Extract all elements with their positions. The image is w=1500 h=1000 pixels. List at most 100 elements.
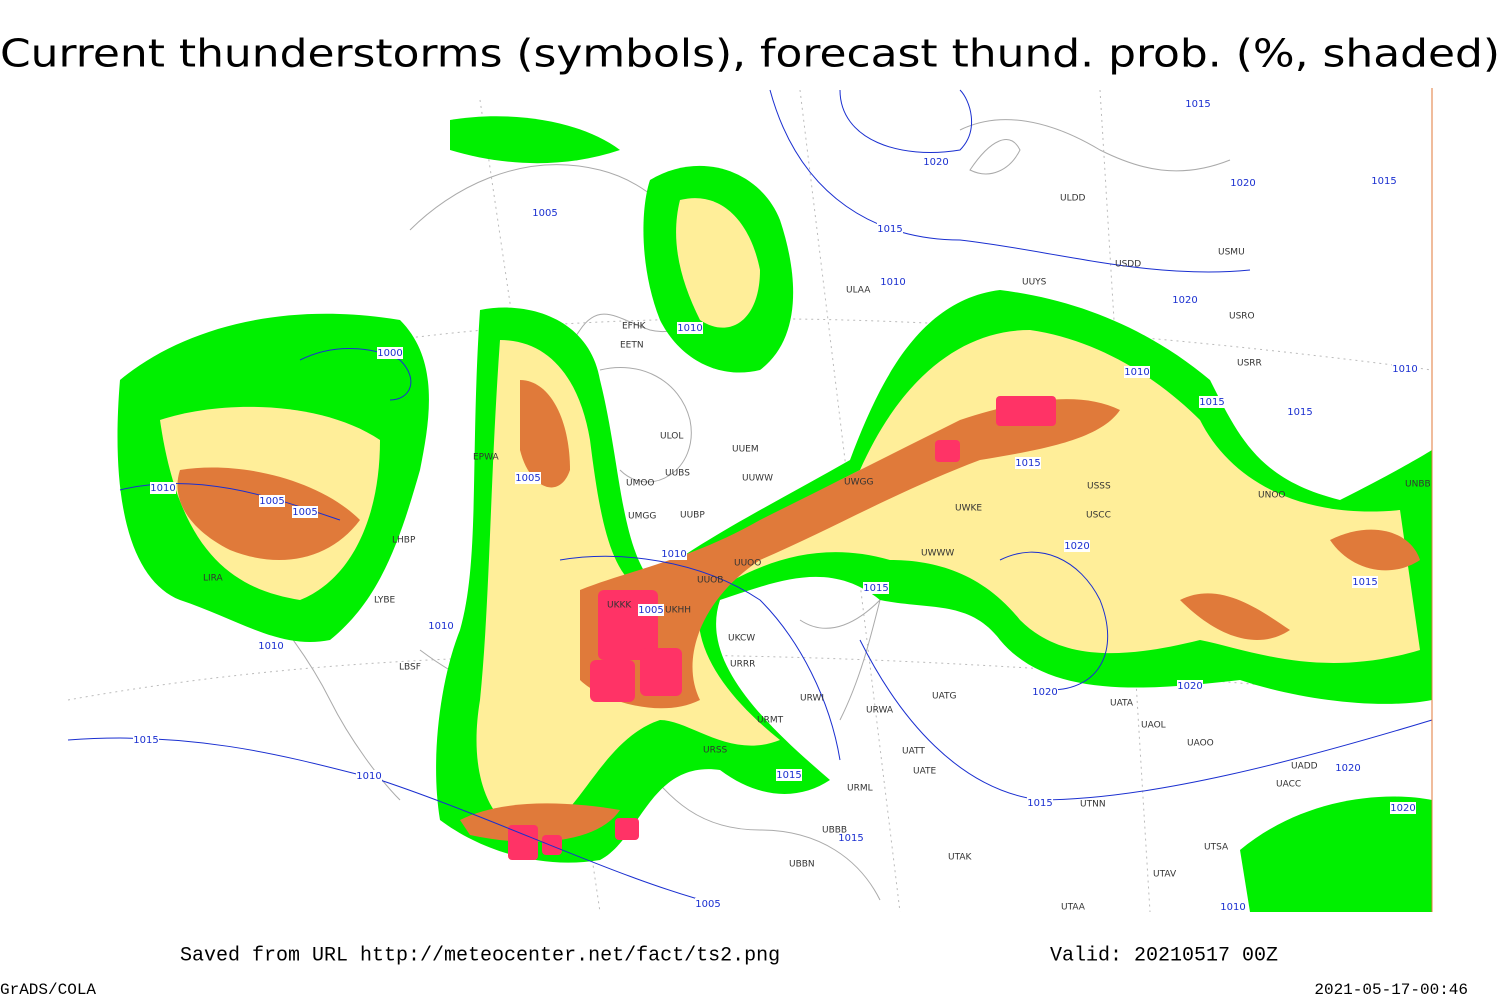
station-label: URMT	[757, 716, 784, 726]
software: GrADS/COLA	[0, 981, 96, 999]
isobar-label: 1010	[356, 771, 381, 782]
title: Current thunderstorms (symbols), forecas…	[0, 32, 1500, 76]
station-label: LYBE	[374, 596, 395, 606]
station-label: USSS	[1087, 482, 1111, 492]
isobar-label: 1020	[1177, 681, 1202, 692]
isobar-label-bg	[1032, 686, 1058, 698]
isobar-label-bg	[133, 734, 159, 746]
station-label: USRO	[1229, 312, 1255, 322]
station-label: URRR	[730, 660, 755, 670]
station-label: UWKE	[955, 504, 982, 514]
station-label: UTAV	[1153, 870, 1177, 880]
station-label: URWA	[866, 706, 894, 716]
station-label: UKHH	[665, 606, 691, 616]
station-label: UUEM	[732, 445, 759, 455]
isobar-label-bg	[1199, 396, 1225, 408]
isobar-label-bg	[1027, 797, 1053, 809]
isobar-label: 1020	[1172, 295, 1197, 306]
station-label: UATG	[932, 692, 957, 702]
isobar-label-bg	[1220, 901, 1246, 913]
station-label: UATA	[1110, 699, 1134, 709]
station-label: UMOO	[626, 479, 655, 489]
isobar-label-bg	[677, 322, 703, 334]
storm-area	[590, 660, 635, 702]
stations: ULDD USDD USMU UUYS ULAA EFHK EETN ULOL UUEM UUWW…	[203, 194, 1431, 913]
station-label: UATT	[902, 747, 925, 757]
station-label: UUBS	[665, 469, 690, 479]
isobar-label-bg	[1371, 175, 1397, 187]
isobar-label-bg	[863, 582, 889, 594]
station-label: UADD	[1291, 762, 1318, 772]
isobar-label: 1020	[1335, 763, 1360, 774]
isobar-label: 1010	[1124, 367, 1149, 378]
shade	[476, 330, 1420, 840]
isobar-label: 1015	[877, 224, 902, 235]
isobar-label-bg	[150, 482, 176, 494]
isobar-label: 1015	[863, 583, 888, 594]
isobar-label: 1020	[1032, 687, 1057, 698]
isobar-label: 1015	[838, 833, 863, 844]
isobar-label-bg	[1335, 762, 1361, 774]
valid-time: Valid: 20210517 00Z	[1050, 944, 1278, 967]
station-label: UAOL	[1141, 721, 1166, 731]
isobar-label-bg	[1015, 457, 1041, 469]
isobar-label-bg	[258, 640, 284, 652]
isobar-label: 1015	[1015, 458, 1040, 469]
isobar-label: 1020	[1064, 541, 1089, 552]
storm-area	[996, 396, 1056, 426]
isobar-label: 1010	[428, 621, 453, 632]
station-label: UTAK	[948, 853, 973, 863]
isobar-label: 1010	[1220, 902, 1245, 913]
isobar-label-bg	[695, 898, 721, 910]
shade	[1330, 529, 1420, 571]
isobar-label: 1020	[1390, 803, 1415, 814]
isobar-label: 1015	[1199, 397, 1224, 408]
isobar-label: 1010	[1392, 364, 1417, 375]
isobar	[299, 348, 412, 401]
coast	[969, 139, 1021, 175]
isobar-label: 1015	[133, 735, 158, 746]
isobar-label-bg	[1177, 680, 1203, 692]
station-label: USRR	[1237, 359, 1262, 369]
isobar-label-bg	[776, 769, 802, 781]
source-url: Saved from URL http://meteocenter.net/fa…	[180, 944, 780, 967]
station-label: UUBP	[680, 511, 705, 521]
station-label: USDD	[1115, 260, 1141, 270]
isobar-label-bg	[1392, 363, 1418, 375]
isobar-label-bg	[1124, 366, 1150, 378]
station-label: UNOO	[1258, 491, 1286, 501]
isobar-label-bg	[1352, 576, 1378, 588]
station-label: UBBN	[789, 860, 815, 870]
isobar-labels: 1020 1015 1005 1015 1010 1010 1000 1005 1005 1010…	[133, 98, 1418, 913]
storm-area	[935, 440, 960, 462]
isobar-label: 1015	[1287, 407, 1312, 418]
station-label: UTSA	[1204, 843, 1229, 853]
station-label: UATE	[913, 767, 937, 777]
isobar-label: 1005	[532, 208, 557, 219]
isobar-label: 1005	[292, 507, 317, 518]
isobar-label-bg	[638, 604, 664, 616]
isobar-label: 1010	[150, 483, 175, 494]
isobar	[859, 639, 1433, 801]
shade	[1240, 796, 1432, 912]
station-label: UTNN	[1080, 800, 1106, 810]
isobar	[559, 555, 841, 761]
station-label: URML	[847, 784, 873, 794]
isobar-label-bg	[532, 207, 558, 219]
map-area	[68, 90, 1432, 912]
station-label: UBBB	[822, 826, 847, 836]
isobar-label: 1005	[515, 473, 540, 484]
station-label: UKCW	[728, 634, 755, 644]
station-label: EFHK	[622, 322, 647, 332]
station-label: UUWW	[742, 474, 773, 484]
shade	[177, 467, 360, 560]
station-label: LHBP	[392, 536, 416, 546]
shade	[520, 380, 570, 488]
isobar	[839, 89, 973, 153]
station-label: USCC	[1086, 511, 1111, 521]
isobar-label-bg	[838, 832, 864, 844]
isobar-label-bg	[515, 472, 541, 484]
isobar-label-bg	[1064, 540, 1090, 552]
thunderstorm-symbols	[508, 396, 1056, 860]
